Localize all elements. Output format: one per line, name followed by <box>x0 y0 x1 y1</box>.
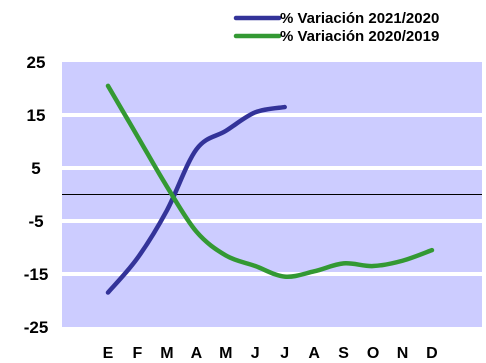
x-tick-label: A <box>191 345 203 362</box>
x-tick-label: D <box>426 345 438 362</box>
x-tick-label: J <box>280 345 289 362</box>
series-line-2 <box>105 83 435 280</box>
y-tick-label: -25 <box>24 318 49 337</box>
x-tick-label: M <box>219 345 232 362</box>
x-tick-label: J <box>251 345 260 362</box>
x-tick-label: E <box>103 345 114 362</box>
series-lines <box>105 83 435 295</box>
series-line-1 <box>105 104 287 295</box>
y-tick-label: -5 <box>28 212 43 231</box>
y-tick-label: -15 <box>24 265 49 284</box>
x-tick-label: N <box>397 345 409 362</box>
y-tick-label: 15 <box>27 106 46 125</box>
y-tick-label: 25 <box>27 53 46 72</box>
x-tick-label: A <box>308 345 320 362</box>
x-tick-label: F <box>133 345 143 362</box>
legend-label: % Variación 2021/2020 <box>280 10 439 27</box>
legend: % Variación 2021/2020% Variación 2020/20… <box>233 10 439 45</box>
x-tick-label: M <box>160 345 173 362</box>
x-tick-label: O <box>367 345 379 362</box>
y-axis: 25 15 5 -5 -15 -25 <box>24 53 49 337</box>
x-tick-label: S <box>338 345 349 362</box>
legend-label: % Variación 2020/2019 <box>280 28 439 45</box>
y-tick-label: 5 <box>31 159 40 178</box>
